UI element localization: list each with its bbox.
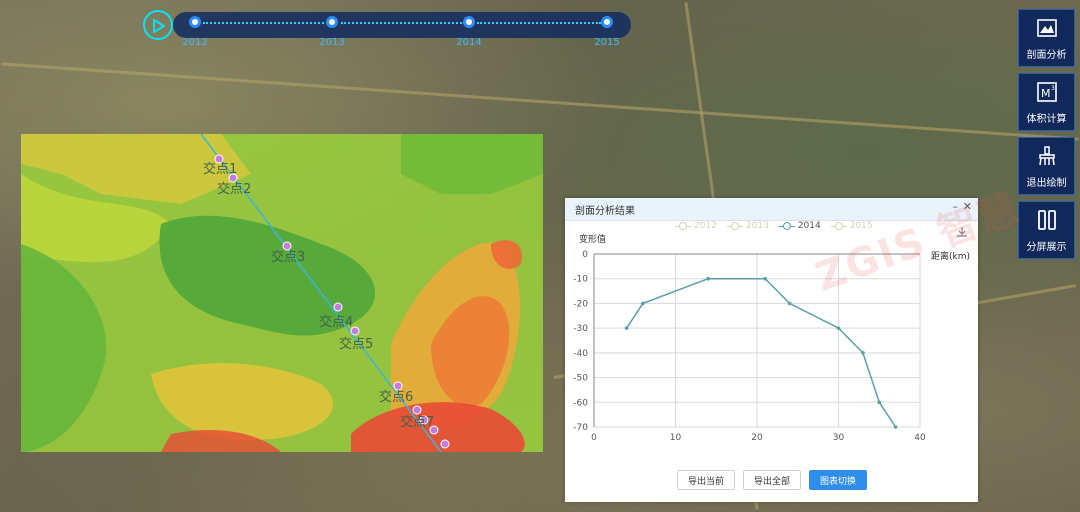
- export-all-button[interactable]: 导出全部: [743, 470, 801, 490]
- timeline-node-2015[interactable]: [601, 16, 613, 28]
- legend-label: 2015: [849, 221, 873, 231]
- intersection-label: 交点7: [400, 415, 435, 430]
- legend-item-2012[interactable]: 2012: [675, 221, 717, 231]
- y-axis-label: 变形值: [579, 233, 606, 245]
- y-tick-label: -50: [573, 374, 588, 384]
- x-tick-label: 20: [751, 433, 763, 442]
- panel-header[interactable]: 剖面分析结果 – ✕: [565, 198, 978, 221]
- play-icon: [153, 19, 165, 33]
- export-current-button[interactable]: 导出当前: [677, 470, 735, 490]
- legend-item-2014[interactable]: 2014: [778, 221, 821, 231]
- timeline-node-2013[interactable]: [326, 16, 338, 28]
- legend-swatch: [830, 222, 847, 230]
- svg-text:3: 3: [1051, 85, 1055, 92]
- legend-swatch: [675, 222, 691, 230]
- minimize-button[interactable]: –: [952, 200, 959, 213]
- timeline-segment: [477, 22, 601, 24]
- panel-title: 剖面分析结果: [575, 206, 635, 217]
- data-point: [893, 425, 898, 429]
- x-tick-label: 0: [591, 433, 597, 442]
- profile-result-panel[interactable]: 剖面分析结果 – ✕ 2012 2013 2014 2015 0 -10 -20 -3…: [565, 198, 978, 502]
- timeline-node-2012[interactable]: [189, 16, 201, 28]
- tool-label: 剖面分析: [1026, 50, 1067, 61]
- y-tick-label: -30: [573, 324, 588, 334]
- chart-legend: 2012 2013 2014 2015: [675, 221, 873, 231]
- timeline-track[interactable]: [173, 12, 631, 38]
- volume-calculation-icon: M 3: [1036, 82, 1057, 102]
- svg-text:M: M: [1041, 87, 1051, 100]
- x-tick-label: 40: [914, 433, 926, 442]
- legend-swatch: [778, 222, 795, 230]
- play-button[interactable]: [143, 10, 173, 40]
- data-point: [787, 301, 792, 306]
- download-icon[interactable]: [956, 226, 968, 238]
- timeline-label-2015: 2015: [594, 37, 620, 48]
- y-tick-label: -40: [573, 349, 588, 359]
- y-tick-label: 0: [582, 250, 588, 260]
- exit-draw-icon: [1038, 146, 1055, 166]
- year-timeline[interactable]: 2012 2013 2014 2015: [143, 10, 631, 48]
- split-screen-button[interactable]: 分屏展示: [1018, 201, 1075, 259]
- data-point: [624, 326, 629, 330]
- timeline-segment: [203, 22, 331, 24]
- data-point: [861, 351, 865, 355]
- chart-grid: [593, 253, 921, 428]
- x-axis-label: 距离(km): [931, 250, 970, 262]
- timeline-label-2012: 2012: [182, 37, 208, 48]
- tool-label: 退出绘制: [1026, 178, 1067, 189]
- y-tick-label: -70: [573, 423, 588, 433]
- exit-draw-button[interactable]: 退出绘制: [1018, 137, 1075, 195]
- timeline-label-2014: 2014: [456, 37, 482, 48]
- profile-analysis-button[interactable]: 剖面分析: [1018, 9, 1075, 67]
- legend-item-2013[interactable]: 2013: [726, 221, 769, 231]
- x-tick-label: 10: [670, 433, 682, 442]
- chart-axes: 0-10-20-30-40-50-60-700 10 20 30 40: [573, 250, 926, 442]
- y-tick-label: -20: [573, 299, 588, 309]
- x-tick-label: 30: [833, 433, 845, 442]
- y-tick-label: -10: [573, 275, 588, 285]
- legend-label: 2014: [797, 221, 821, 231]
- tool-bar: 剖面分析 M 3 体积计算 退出绘制 分屏展示: [1018, 9, 1075, 265]
- legend-swatch: [726, 222, 743, 230]
- legend-label: 2013: [745, 221, 769, 231]
- intersection-label: 交点1: [203, 162, 238, 177]
- timeline-node-2014[interactable]: [463, 16, 475, 28]
- switch-chart-button[interactable]: 图表切换: [809, 470, 867, 490]
- tool-label: 体积计算: [1026, 114, 1067, 125]
- timeline-segment: [341, 22, 465, 24]
- data-point: [877, 400, 882, 405]
- legend-item-2015[interactable]: 2015: [830, 221, 873, 231]
- deformation-heatmap[interactable]: 交点1 交点2 交点3 交点4 交点5 交点6 交点7: [21, 134, 543, 452]
- intersection-label: 交点5: [339, 337, 374, 352]
- profile-analysis-icon: [1036, 19, 1057, 37]
- timeline-label-2013: 2013: [319, 37, 345, 48]
- intersection-label: 交点6: [379, 390, 414, 405]
- chart-series: [624, 276, 898, 429]
- data-point: [763, 276, 767, 281]
- volume-calculation-button[interactable]: M 3 体积计算: [1018, 73, 1075, 131]
- profile-chart[interactable]: 0-10-20-30-40-50-60-700 10 20 30 40 变形值 距离(k…: [565, 232, 978, 442]
- y-tick-label: -60: [573, 398, 588, 408]
- intersection-label: 交点3: [271, 250, 306, 265]
- data-point: [641, 301, 645, 306]
- intersection-label: 交点4: [319, 315, 354, 330]
- data-point: [706, 276, 710, 281]
- close-button[interactable]: ✕: [962, 200, 972, 213]
- data-point: [836, 326, 841, 330]
- tool-label: 分屏展示: [1026, 242, 1067, 253]
- intersection-label: 交点2: [217, 182, 252, 197]
- legend-label: 2012: [694, 221, 717, 231]
- split-screen-icon: [1037, 210, 1056, 230]
